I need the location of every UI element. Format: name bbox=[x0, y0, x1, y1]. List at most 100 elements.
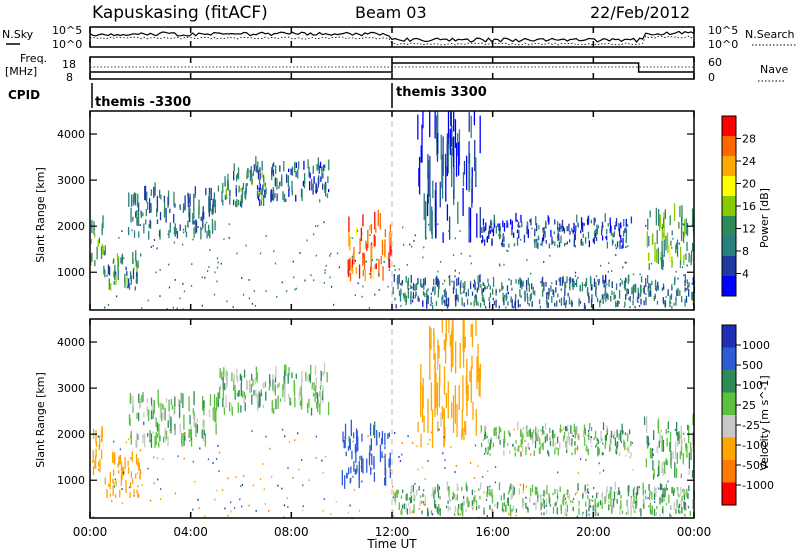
colorbar-tick-label: 28 bbox=[742, 133, 756, 146]
echo-cell bbox=[566, 436, 568, 444]
echo-cell bbox=[229, 196, 231, 205]
echo-cell bbox=[532, 435, 534, 444]
echo-cell bbox=[621, 430, 624, 435]
echo-cell bbox=[654, 283, 657, 291]
echo-cell bbox=[490, 221, 493, 226]
echo-cell bbox=[671, 230, 673, 236]
echo-cell bbox=[565, 426, 568, 432]
echo-cell bbox=[319, 385, 322, 391]
echo-cell bbox=[650, 509, 652, 515]
echo-cell bbox=[294, 288, 296, 291]
echo-cell bbox=[680, 473, 683, 479]
echo-cell bbox=[182, 231, 185, 234]
echo-cell bbox=[544, 436, 547, 444]
echo-cell bbox=[503, 450, 505, 456]
echo-cell bbox=[651, 491, 653, 500]
echo-cell bbox=[503, 222, 506, 232]
echo-cell bbox=[660, 251, 662, 263]
echo-cell bbox=[219, 386, 221, 399]
echo-cell bbox=[406, 508, 409, 515]
echo-cell bbox=[235, 175, 238, 182]
echo-cell bbox=[664, 209, 666, 219]
echo-cell bbox=[519, 483, 522, 486]
echo-cell bbox=[455, 293, 458, 301]
echo-cell bbox=[188, 428, 190, 438]
echo-cell bbox=[167, 196, 169, 208]
echo-cell bbox=[475, 500, 478, 506]
echo-cell bbox=[259, 167, 261, 173]
nsearch-label: N.Search bbox=[745, 28, 795, 41]
echo-cell bbox=[539, 243, 542, 246]
echo-cell bbox=[192, 460, 195, 463]
echo-cell bbox=[545, 504, 547, 507]
echo-cell bbox=[581, 229, 584, 233]
echo-cell bbox=[529, 428, 531, 432]
echo-cell bbox=[640, 508, 642, 517]
echo-cell bbox=[283, 516, 285, 519]
echo-cell bbox=[475, 296, 478, 306]
echo-cell bbox=[561, 277, 563, 286]
colorbar-tick-label: -500 bbox=[742, 459, 767, 472]
echo-cell bbox=[411, 286, 413, 289]
echo-cell bbox=[517, 243, 519, 246]
echo-cell bbox=[558, 238, 560, 241]
echo-cell bbox=[241, 193, 243, 204]
echo-cell bbox=[173, 191, 175, 207]
echo-cell bbox=[621, 280, 623, 285]
echo-cell bbox=[572, 281, 574, 290]
echo-cell bbox=[613, 435, 615, 439]
echo-cell bbox=[489, 488, 491, 497]
echo-cell bbox=[175, 227, 177, 234]
echo-cell bbox=[475, 294, 477, 298]
echo-cell bbox=[259, 478, 262, 480]
echo-cell bbox=[265, 391, 267, 401]
echo-cell bbox=[506, 249, 508, 252]
echo-cell bbox=[139, 397, 142, 408]
echo-cell bbox=[570, 438, 573, 447]
echo-cell bbox=[548, 243, 551, 249]
echo-cell bbox=[669, 442, 671, 452]
echo-cell bbox=[477, 275, 479, 284]
echo-cell bbox=[241, 187, 244, 195]
echo-cell bbox=[99, 459, 101, 473]
echo-cell bbox=[540, 501, 542, 510]
echo-cell bbox=[492, 276, 495, 279]
echo-cell bbox=[281, 428, 284, 431]
echo-cell bbox=[147, 432, 149, 437]
echo-cell bbox=[426, 293, 428, 301]
echo-cell bbox=[661, 508, 664, 514]
echo-cell bbox=[669, 244, 671, 263]
echo-cell bbox=[423, 489, 425, 492]
echo-cell bbox=[236, 198, 238, 208]
echo-cell bbox=[519, 277, 521, 282]
echo-cell bbox=[369, 445, 371, 457]
echo-cell bbox=[527, 442, 529, 449]
echo-cell bbox=[444, 288, 447, 293]
echo-cell bbox=[661, 506, 664, 509]
echo-cell bbox=[643, 285, 645, 295]
echo-cell bbox=[466, 499, 468, 504]
echo-cell bbox=[113, 485, 116, 488]
echo-cell bbox=[649, 447, 652, 459]
echo-cell bbox=[527, 507, 529, 513]
echo-cell bbox=[513, 243, 516, 247]
echo-cell bbox=[182, 228, 185, 231]
echo-cell bbox=[560, 235, 562, 244]
echo-cell bbox=[484, 431, 486, 437]
echo-cell bbox=[608, 504, 610, 511]
echo-cell bbox=[272, 163, 274, 174]
echo-cell bbox=[487, 283, 490, 287]
echo-cell bbox=[658, 465, 660, 476]
echo-cell bbox=[137, 458, 139, 467]
echo-cell bbox=[295, 162, 298, 169]
colorbar-segment bbox=[722, 116, 736, 137]
echo-cell bbox=[329, 276, 331, 279]
echo-cell bbox=[284, 393, 286, 403]
echo-cell bbox=[425, 201, 427, 240]
echo-cell bbox=[113, 440, 115, 443]
echo-cell bbox=[655, 248, 658, 263]
echo-cell bbox=[320, 176, 322, 182]
echo-cell bbox=[315, 190, 317, 194]
echo-cell bbox=[410, 491, 412, 495]
echo-cell bbox=[625, 218, 627, 227]
